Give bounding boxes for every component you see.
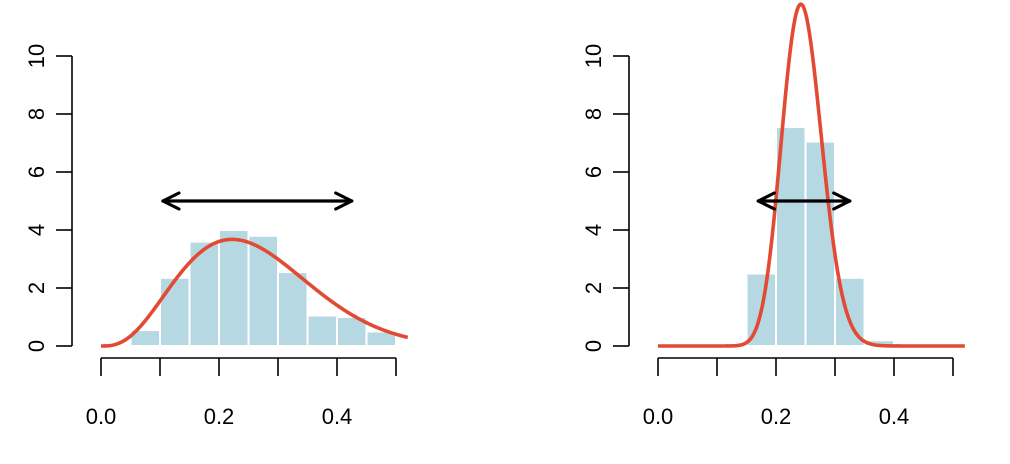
y-tick-label: 6 <box>24 166 49 178</box>
histogram-bar <box>306 314 338 347</box>
y-tick-label: 2 <box>581 282 606 294</box>
y-tick-label: 4 <box>581 224 606 236</box>
histogram-bar <box>365 330 397 347</box>
y-axis: 0 2 4 6 8 10 <box>24 44 73 352</box>
x-tick-label: 0.2 <box>204 404 235 429</box>
panel-left: 0 2 4 6 8 10 0.0 0.2 0.4 <box>24 44 409 429</box>
y-tick-label: 6 <box>581 166 606 178</box>
x-axis: 0.0 0.2 0.4 <box>643 357 954 429</box>
x-tick-label: 0.0 <box>643 404 674 429</box>
histogram-bar <box>159 276 191 348</box>
histogram-bar <box>188 240 220 348</box>
x-tick-label: 0.4 <box>879 404 910 429</box>
density-curve <box>657 2 966 348</box>
density-curve <box>100 237 409 348</box>
y-tick-label: 10 <box>581 44 606 68</box>
x-tick-label: 0.4 <box>322 404 353 429</box>
y-tick-label: 4 <box>24 224 49 236</box>
y-tick-label: 8 <box>581 108 606 120</box>
histogram-bars <box>745 126 895 348</box>
histogram-bar <box>804 140 836 347</box>
y-tick-label: 0 <box>24 340 49 352</box>
x-axis: 0.0 0.2 0.4 <box>86 357 397 429</box>
histogram-bars <box>129 229 397 348</box>
y-tick-label: 2 <box>24 282 49 294</box>
y-tick-label: 0 <box>581 340 606 352</box>
histogram-bar <box>277 271 309 347</box>
y-axis: 0 2 4 6 8 10 <box>581 44 630 352</box>
panel-right: 0 2 4 6 8 10 0.0 0.2 0.4 <box>581 2 966 429</box>
y-tick-label: 10 <box>24 44 49 68</box>
x-tick-label: 0.2 <box>761 404 792 429</box>
histogram-bar <box>247 234 279 347</box>
histogram-bar <box>218 229 250 347</box>
y-tick-label: 8 <box>24 108 49 120</box>
x-tick-label: 0.0 <box>86 404 117 429</box>
